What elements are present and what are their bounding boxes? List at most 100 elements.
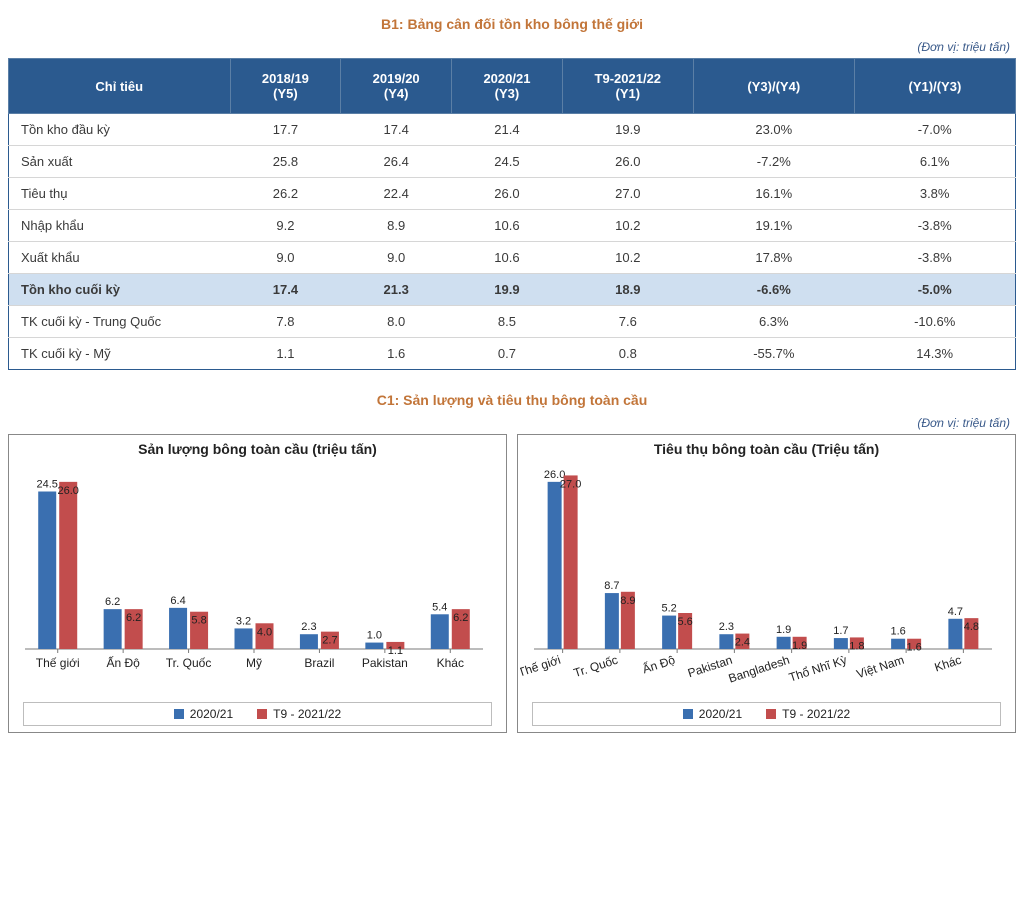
table-cell: 9.0 <box>230 242 341 274</box>
bar-value-label: 27.0 <box>560 478 581 490</box>
bar <box>891 639 905 649</box>
chart-production: Sản lượng bông toàn cầu (triệu tấn) 24.5… <box>8 434 507 733</box>
table-cell: 26.2 <box>230 178 341 210</box>
bar <box>777 637 791 649</box>
category-label: Ấn Độ <box>106 655 140 670</box>
table-cell: 10.6 <box>452 210 563 242</box>
category-label: Việt Nam <box>855 653 906 682</box>
table-cell: -5.0% <box>854 274 1015 306</box>
table-cell: 17.4 <box>230 274 341 306</box>
table-cell: 26.0 <box>562 146 693 178</box>
table-cell: 7.8 <box>230 306 341 338</box>
table-header-cell: 2020/21(Y3) <box>452 59 563 114</box>
legend-label: 2020/21 <box>699 707 742 721</box>
category-label: Mỹ <box>246 656 262 670</box>
table-cell: 0.8 <box>562 338 693 370</box>
table-row: TK cuối kỳ - Trung Quốc7.88.08.57.66.3%-… <box>9 306 1016 338</box>
bar <box>38 492 56 650</box>
table-cell: -6.6% <box>693 274 854 306</box>
bar-value-label: 1.9 <box>776 624 791 636</box>
row-label: Sản xuất <box>9 146 231 178</box>
table-header-cell: 2018/19(Y5) <box>230 59 341 114</box>
table-cell: 19.9 <box>562 114 693 146</box>
category-label: Khác <box>933 653 963 675</box>
bar-value-label: 8.7 <box>604 580 619 592</box>
table-cell: 18.9 <box>562 274 693 306</box>
bar-value-label: 2.4 <box>735 637 750 649</box>
chart-consumption-title: Tiêu thụ bông toàn cầu (Triệu tấn) <box>520 441 1013 457</box>
bar-value-label: 1.6 <box>906 642 921 654</box>
table-cell: 6.1% <box>854 146 1015 178</box>
table-cell: -10.6% <box>854 306 1015 338</box>
row-label: Tồn kho đầu kỳ <box>9 114 231 146</box>
row-label: Xuất khẩu <box>9 242 231 274</box>
table-b1: Chỉ tiêu2018/19(Y5)2019/20(Y4)2020/21(Y3… <box>8 58 1016 370</box>
category-label: Ấn Độ <box>640 652 677 677</box>
legend-label: 2020/21 <box>190 707 233 721</box>
table-b1-title: B1: Bảng cân đối tồn kho bông thế giới <box>8 16 1016 32</box>
table-cell: -7.2% <box>693 146 854 178</box>
bar-value-label: 2.3 <box>301 621 316 633</box>
category-label: Thế giới <box>36 656 80 670</box>
table-header-cell: 2019/20(Y4) <box>341 59 452 114</box>
table-cell: 23.0% <box>693 114 854 146</box>
table-cell: 26.0 <box>452 178 563 210</box>
bar-value-label: 26.0 <box>58 485 79 497</box>
category-label: Pakistan <box>686 653 734 681</box>
table-cell: 21.4 <box>452 114 563 146</box>
bar <box>365 643 383 649</box>
category-label: Pakistan <box>362 656 408 670</box>
bar-value-label: 8.9 <box>620 595 635 607</box>
category-label: Thế giới <box>520 653 562 680</box>
section-c1-title: C1: Sản lượng và tiêu thụ bông toàn cầu <box>8 392 1016 408</box>
table-cell: 8.0 <box>341 306 452 338</box>
bar <box>235 628 253 649</box>
bar-value-label: 5.6 <box>677 616 692 628</box>
table-row: Tiêu thụ26.222.426.027.016.1%3.8% <box>9 178 1016 210</box>
row-label: TK cuối kỳ - Trung Quốc <box>9 306 231 338</box>
legend-label: T9 - 2021/22 <box>273 707 341 721</box>
table-cell: 26.4 <box>341 146 452 178</box>
bar-value-label: 1.7 <box>833 625 848 637</box>
table-cell: 9.0 <box>341 242 452 274</box>
category-label: Thổ Nhĩ Kỳ <box>787 653 848 685</box>
bar-value-label: 1.9 <box>792 640 807 652</box>
category-label: Tr. Quốc <box>166 656 212 670</box>
table-cell: 17.8% <box>693 242 854 274</box>
bar-value-label: 24.5 <box>37 479 58 491</box>
chart-production-legend: 2020/21 T9 - 2021/22 <box>23 702 492 726</box>
table-cell: 22.4 <box>341 178 452 210</box>
bar-value-label: 1.0 <box>367 630 382 642</box>
table-cell: 1.1 <box>230 338 341 370</box>
table-cell: 25.8 <box>230 146 341 178</box>
row-label: Tiêu thụ <box>9 178 231 210</box>
bar <box>431 614 449 649</box>
table-cell: 8.9 <box>341 210 452 242</box>
bar-value-label: 6.2 <box>126 612 141 624</box>
table-cell: 8.5 <box>452 306 563 338</box>
row-label: Nhập khẩu <box>9 210 231 242</box>
section-c1-unit: (Đơn vị: triệu tấn) <box>8 416 1016 430</box>
table-b1-unit: (Đơn vị: triệu tấn) <box>8 40 1016 54</box>
table-cell: 16.1% <box>693 178 854 210</box>
chart-production-title: Sản lượng bông toàn cầu (triệu tấn) <box>11 441 504 457</box>
table-cell: -55.7% <box>693 338 854 370</box>
bar <box>605 593 619 649</box>
table-row: Sản xuất25.826.424.526.0-7.2%6.1% <box>9 146 1016 178</box>
table-cell: 10.2 <box>562 210 693 242</box>
bar-value-label: 4.8 <box>964 621 979 633</box>
table-cell: -3.8% <box>854 242 1015 274</box>
table-cell: 9.2 <box>230 210 341 242</box>
row-label: TK cuối kỳ - Mỹ <box>9 338 231 370</box>
table-cell: 19.9 <box>452 274 563 306</box>
chart-consumption: Tiêu thụ bông toàn cầu (Triệu tấn) 26.02… <box>517 434 1016 733</box>
table-row: Xuất khẩu9.09.010.610.217.8%-3.8% <box>9 242 1016 274</box>
bar-value-label: 1.6 <box>890 626 905 638</box>
table-cell: 17.4 <box>341 114 452 146</box>
category-label: Brazil <box>304 656 334 670</box>
table-row: TK cuối kỳ - Mỹ1.11.60.70.8-55.7%14.3% <box>9 338 1016 370</box>
table-cell: 6.3% <box>693 306 854 338</box>
table-header-cell: (Y3)/(Y4) <box>693 59 854 114</box>
table-header-cell: (Y1)/(Y3) <box>854 59 1015 114</box>
bar <box>662 616 676 649</box>
